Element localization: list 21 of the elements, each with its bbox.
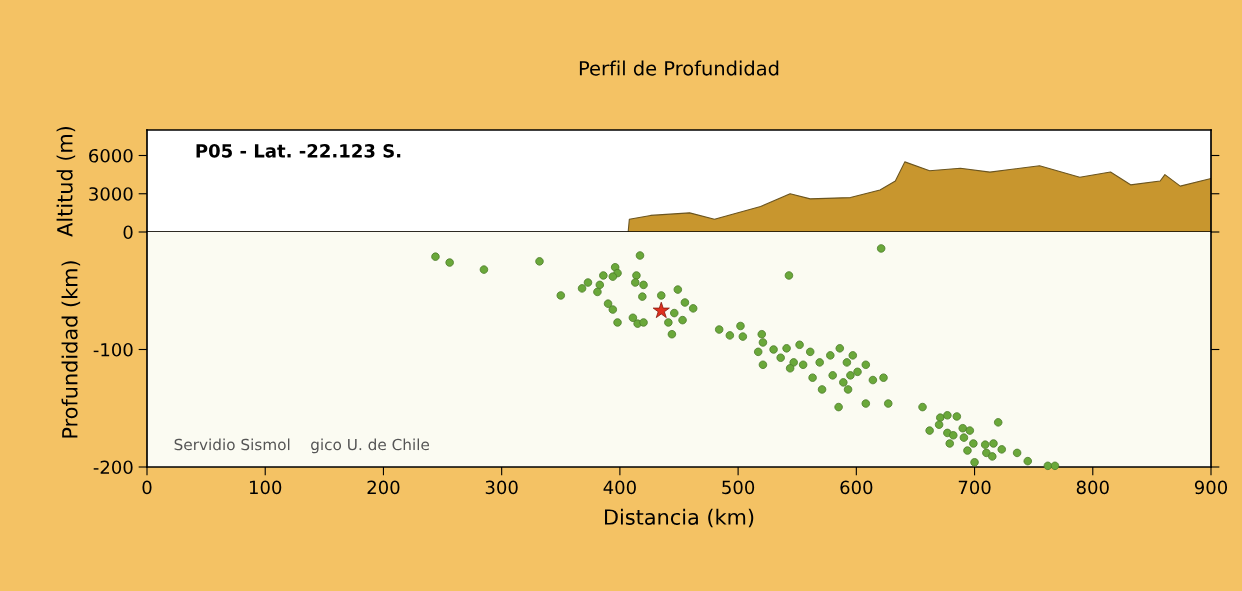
- y-axis-title: Profundidad (km): [61, 261, 81, 438]
- y-tick-label: 0: [123, 225, 133, 240]
- x-tick-label: 300: [485, 480, 518, 495]
- x-tick-label: 800: [1076, 480, 1109, 495]
- annotation: Servidio Sismol gico U. de Chile: [174, 438, 430, 454]
- x-tick-label: 900: [1194, 480, 1228, 495]
- y-axis-title: Altitud (m): [56, 126, 76, 237]
- x-tick-label: 400: [603, 480, 636, 495]
- x-tick-label: 600: [840, 480, 873, 495]
- x-axis-title: Distancia (km): [605, 508, 754, 528]
- x-tick-label: 0: [142, 480, 152, 495]
- y-tick-label: -200: [93, 460, 133, 475]
- y-tick-label: -100: [93, 342, 133, 357]
- annotation: P05 - Lat. -22.123 S.: [196, 144, 401, 158]
- y-tick-label: 3000: [89, 187, 133, 201]
- chart-title: Perfil de Profundidad: [579, 60, 779, 76]
- x-tick-label: 700: [958, 480, 991, 495]
- y-tick-label: 6000: [89, 148, 133, 163]
- x-tick-label: 500: [722, 480, 755, 495]
- x-tick-label: 200: [367, 480, 400, 495]
- x-tick-label: 100: [249, 480, 282, 495]
